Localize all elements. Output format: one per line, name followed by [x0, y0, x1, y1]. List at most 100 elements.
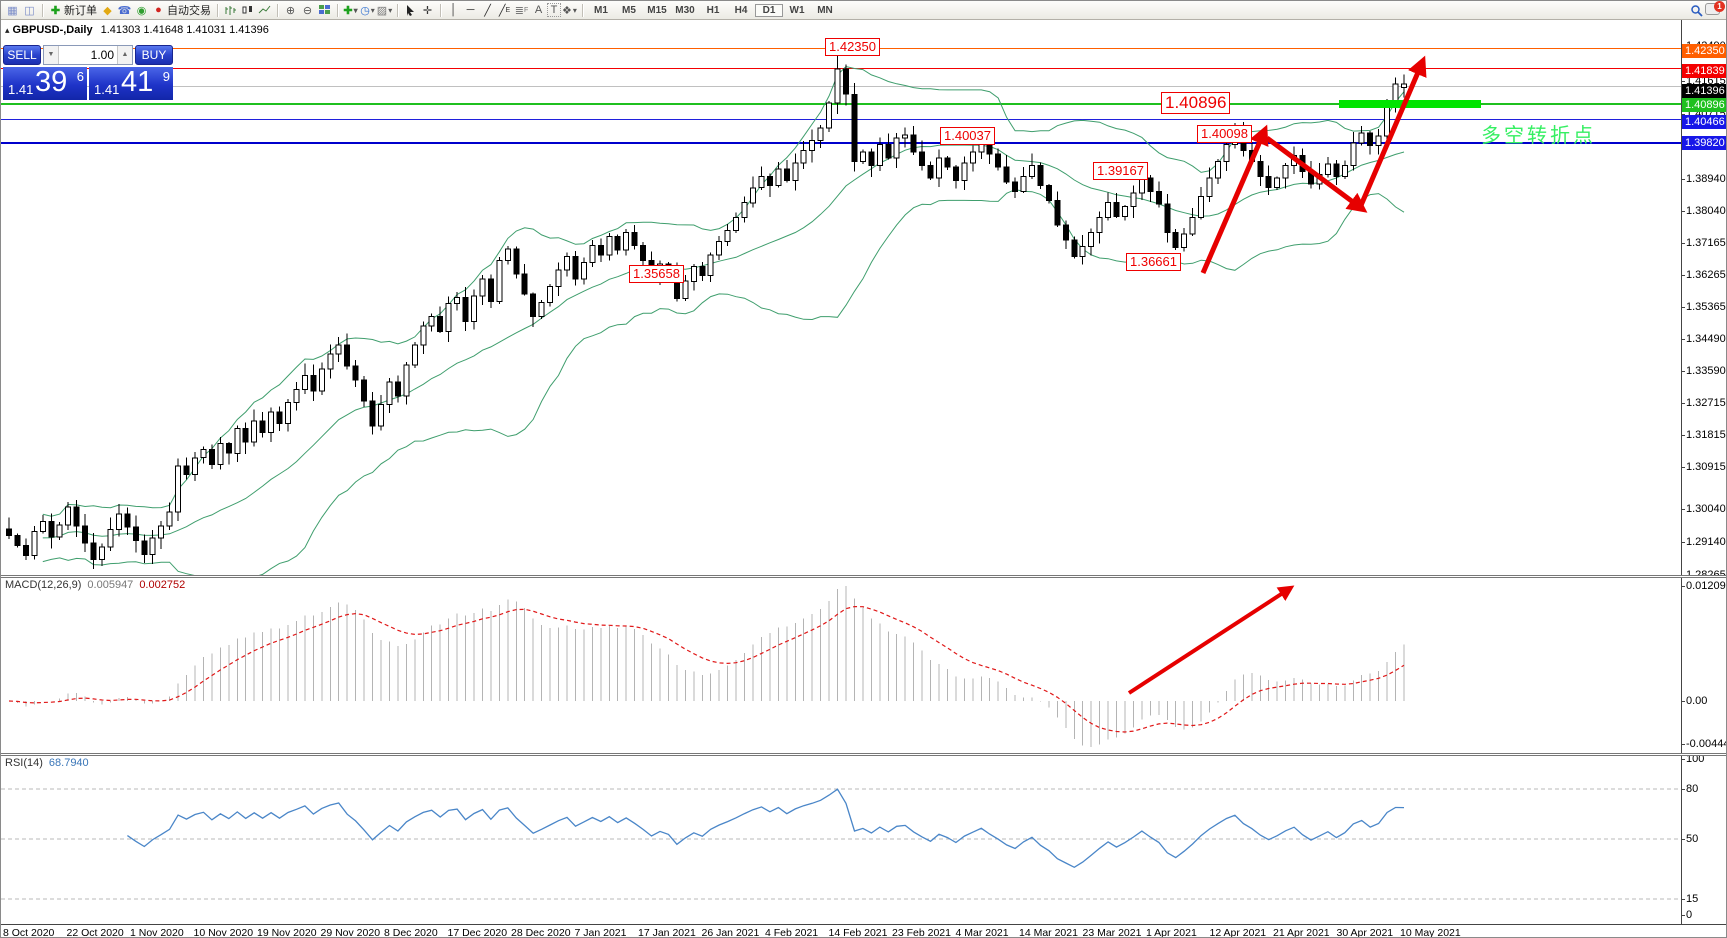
rsi-line [127, 788, 1405, 869]
price-tick-label: 1.31815 [1681, 429, 1726, 441]
date-label: 1 Nov 2020 [130, 927, 184, 938]
sell-price-display[interactable]: 1.41 39 6 [3, 66, 87, 100]
buy-price-pips: 41 [121, 66, 154, 98]
ohlc-readout: 1.41303 1.41648 1.41031 1.41396 [100, 24, 269, 36]
date-label: 23 Feb 2021 [892, 927, 951, 938]
autotrade-button[interactable]: 自动交易 [167, 5, 211, 17]
tf-button-MN[interactable]: MN [817, 4, 833, 16]
rsi-tick-label: 80 [1680, 783, 1699, 795]
phone-trading-icon[interactable]: ☎ [117, 4, 132, 17]
date-label: 26 Jan 2021 [701, 927, 760, 938]
line-chart-type-icon[interactable] [256, 2, 273, 18]
new-order-button[interactable]: 新订单 [64, 5, 97, 17]
price-tick-label: 1.34490 [1681, 333, 1726, 345]
date-label: 28 Dec 2020 [511, 927, 571, 938]
volume-increase-button[interactable]: ▲ [117, 46, 132, 64]
date-label: 22 Oct 2020 [66, 927, 124, 938]
shapes-tool-icon[interactable]: ❖ ▾ [562, 4, 577, 17]
tf-button-H4[interactable]: H4 [734, 4, 748, 16]
buy-price-point: 9 [162, 69, 170, 84]
horizontal-line-tool-icon[interactable]: ─ [466, 4, 475, 16]
candle-chart-type-icon[interactable] [239, 2, 256, 18]
fibonacci-tool-icon[interactable]: ≣ F [514, 4, 529, 17]
new-order-icon[interactable]: ✚ [50, 4, 61, 17]
vertical-line-tool-icon[interactable]: │ [450, 4, 457, 16]
date-label: 21 Apr 2021 [1273, 927, 1330, 938]
buy-price-display[interactable]: 1.41 41 9 [89, 66, 173, 100]
price-tick-label: 1.29140 [1681, 536, 1726, 548]
sell-price-point: 6 [76, 69, 84, 84]
tf-button-H1[interactable]: H1 [706, 4, 720, 16]
new-chart-icon[interactable]: ▦ [7, 4, 18, 17]
tf-button-M15[interactable]: M15 [647, 4, 667, 16]
date-label: 17 Dec 2020 [447, 927, 508, 938]
trend-annotation-text: 多空转折点 [1481, 125, 1596, 147]
market-watch-icon[interactable]: ◆ [103, 4, 112, 17]
sell-button[interactable]: SELL [3, 45, 41, 65]
tf-button-M1[interactable]: M1 [594, 4, 608, 16]
text-tool-icon[interactable]: A [534, 4, 543, 16]
toolbar-separator [397, 3, 398, 17]
web-signal-icon[interactable]: ◉ [136, 4, 147, 17]
channel-tool-icon[interactable]: ╱ E [498, 4, 511, 17]
volume-input[interactable]: 1.00 [90, 48, 114, 62]
price-tick-label: 1.30040 [1681, 503, 1726, 515]
macd-tick-label: 0.01209 [1681, 580, 1726, 592]
price-label-annotation: 1.40896 [1161, 92, 1231, 114]
one-click-trading-panel: SELL ▼ 1.00 ▲ BUY 1.41 39 6 1.41 41 9 [3, 45, 173, 100]
autotrade-icon[interactable]: ● [155, 4, 162, 16]
price-tick-label: 1.30915 [1681, 461, 1726, 473]
price-label-annotation: 1.40037 [940, 127, 995, 145]
rsi-tick-label: 15 [1680, 893, 1699, 905]
buy-button[interactable]: BUY [135, 45, 173, 65]
price-tick-label: 1.35365 [1681, 301, 1726, 313]
bar-chart-type-icon[interactable] [222, 2, 239, 18]
date-label: 10 Nov 2020 [193, 927, 254, 938]
price-badge: 1.39820 [1682, 136, 1726, 150]
toolbar-separator [440, 3, 441, 17]
tile-windows-icon[interactable] [316, 2, 333, 18]
indicators-menu-icon[interactable]: ✚ ▾ [343, 4, 358, 17]
date-label: 17 Jan 2021 [638, 927, 696, 938]
tf-button-M5[interactable]: M5 [622, 4, 636, 16]
time-axis-line [1, 924, 1726, 925]
trend-arrow [1265, 135, 1368, 213]
date-label: 23 Mar 2021 [1082, 927, 1142, 938]
price-level-line [1, 142, 1681, 144]
date-label: 8 Dec 2020 [384, 927, 438, 938]
price-label-annotation: 1.36661 [1126, 253, 1181, 271]
price-tick-label: 1.33590 [1681, 365, 1726, 377]
date-label: 14 Feb 2021 [828, 927, 888, 938]
collapse-triangle-icon[interactable]: ▴ [5, 25, 10, 35]
tf-button-M30[interactable]: M30 [675, 4, 695, 16]
tf-button-D1[interactable]: D1 [755, 3, 783, 17]
price-badge: 1.42350 [1682, 44, 1726, 58]
data-window-icon[interactable]: ◫ [24, 4, 35, 17]
tf-button-W1[interactable]: W1 [789, 4, 805, 16]
macd-splitter[interactable] [1, 575, 1726, 578]
buy-price-handle: 1.41 [94, 82, 120, 97]
bollinger-lower-band [42, 189, 1405, 578]
crosshair-tool-icon[interactable]: ✛ [422, 4, 433, 17]
zoom-out-icon[interactable]: ⊖ [302, 4, 313, 17]
chat-notification-button[interactable]: 1 [1705, 1, 1725, 18]
trendline-tool-icon[interactable]: ╱ [484, 4, 491, 17]
toolbar-separator [337, 3, 338, 17]
search-icon[interactable] [1688, 2, 1705, 18]
date-label: 12 Apr 2021 [1209, 927, 1267, 938]
price-badge: 1.41839 [1682, 64, 1726, 78]
volume-decrease-button[interactable]: ▼ [44, 46, 59, 64]
text-label-tool-icon[interactable]: T [547, 3, 561, 17]
date-label: 19 Nov 2020 [257, 927, 317, 938]
periods-menu-icon[interactable]: ◷ ▾ [360, 4, 375, 17]
macd-trend-arrow [1127, 585, 1295, 695]
zoom-in-icon[interactable]: ⊕ [285, 4, 296, 17]
price-level-line [1, 119, 1681, 120]
toolbar-separator [217, 3, 218, 17]
cursor-tool-icon[interactable] [402, 2, 419, 18]
templates-menu-icon[interactable]: ▨ ▾ [376, 4, 393, 17]
macd-tick-label: 0.00 [1680, 695, 1708, 707]
notification-badge: 1 [1714, 1, 1725, 12]
rsi-splitter[interactable] [1, 753, 1726, 756]
price-level-line [1, 103, 1681, 105]
